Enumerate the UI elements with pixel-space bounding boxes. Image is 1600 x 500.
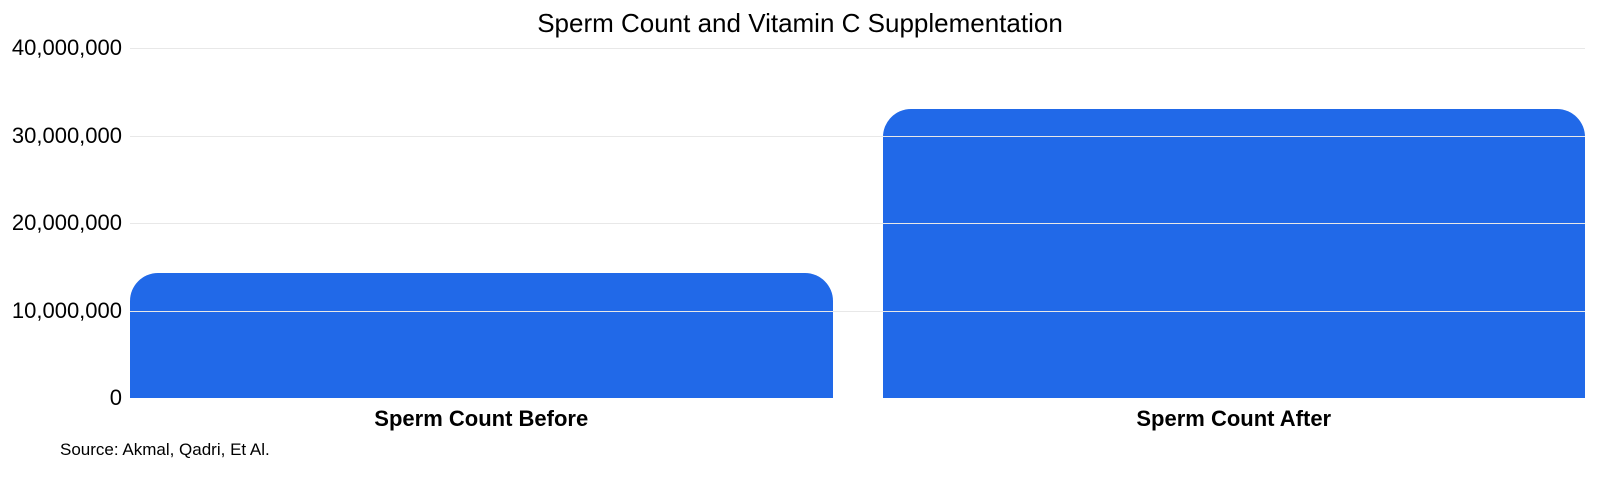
y-tick-label: 0 xyxy=(2,385,122,411)
x-axis-label: Sperm Count Before xyxy=(130,406,833,432)
plot-area xyxy=(130,48,1585,398)
bar xyxy=(883,109,1586,398)
chart-title: Sperm Count and Vitamin C Supplementatio… xyxy=(0,8,1600,39)
y-tick-label: 40,000,000 xyxy=(2,35,122,61)
x-axis-label: Sperm Count After xyxy=(883,406,1586,432)
gridline xyxy=(130,136,1585,137)
gridline xyxy=(130,223,1585,224)
chart-container: Sperm Count and Vitamin C Supplementatio… xyxy=(0,0,1600,500)
gridline xyxy=(130,311,1585,312)
x-axis-labels: Sperm Count Before Sperm Count After xyxy=(130,406,1585,432)
y-tick-label: 10,000,000 xyxy=(2,298,122,324)
y-tick-label: 20,000,000 xyxy=(2,210,122,236)
gridline xyxy=(130,48,1585,49)
y-tick-label: 30,000,000 xyxy=(2,123,122,149)
source-text: Source: Akmal, Qadri, Et Al. xyxy=(60,440,270,460)
bar xyxy=(130,273,833,398)
